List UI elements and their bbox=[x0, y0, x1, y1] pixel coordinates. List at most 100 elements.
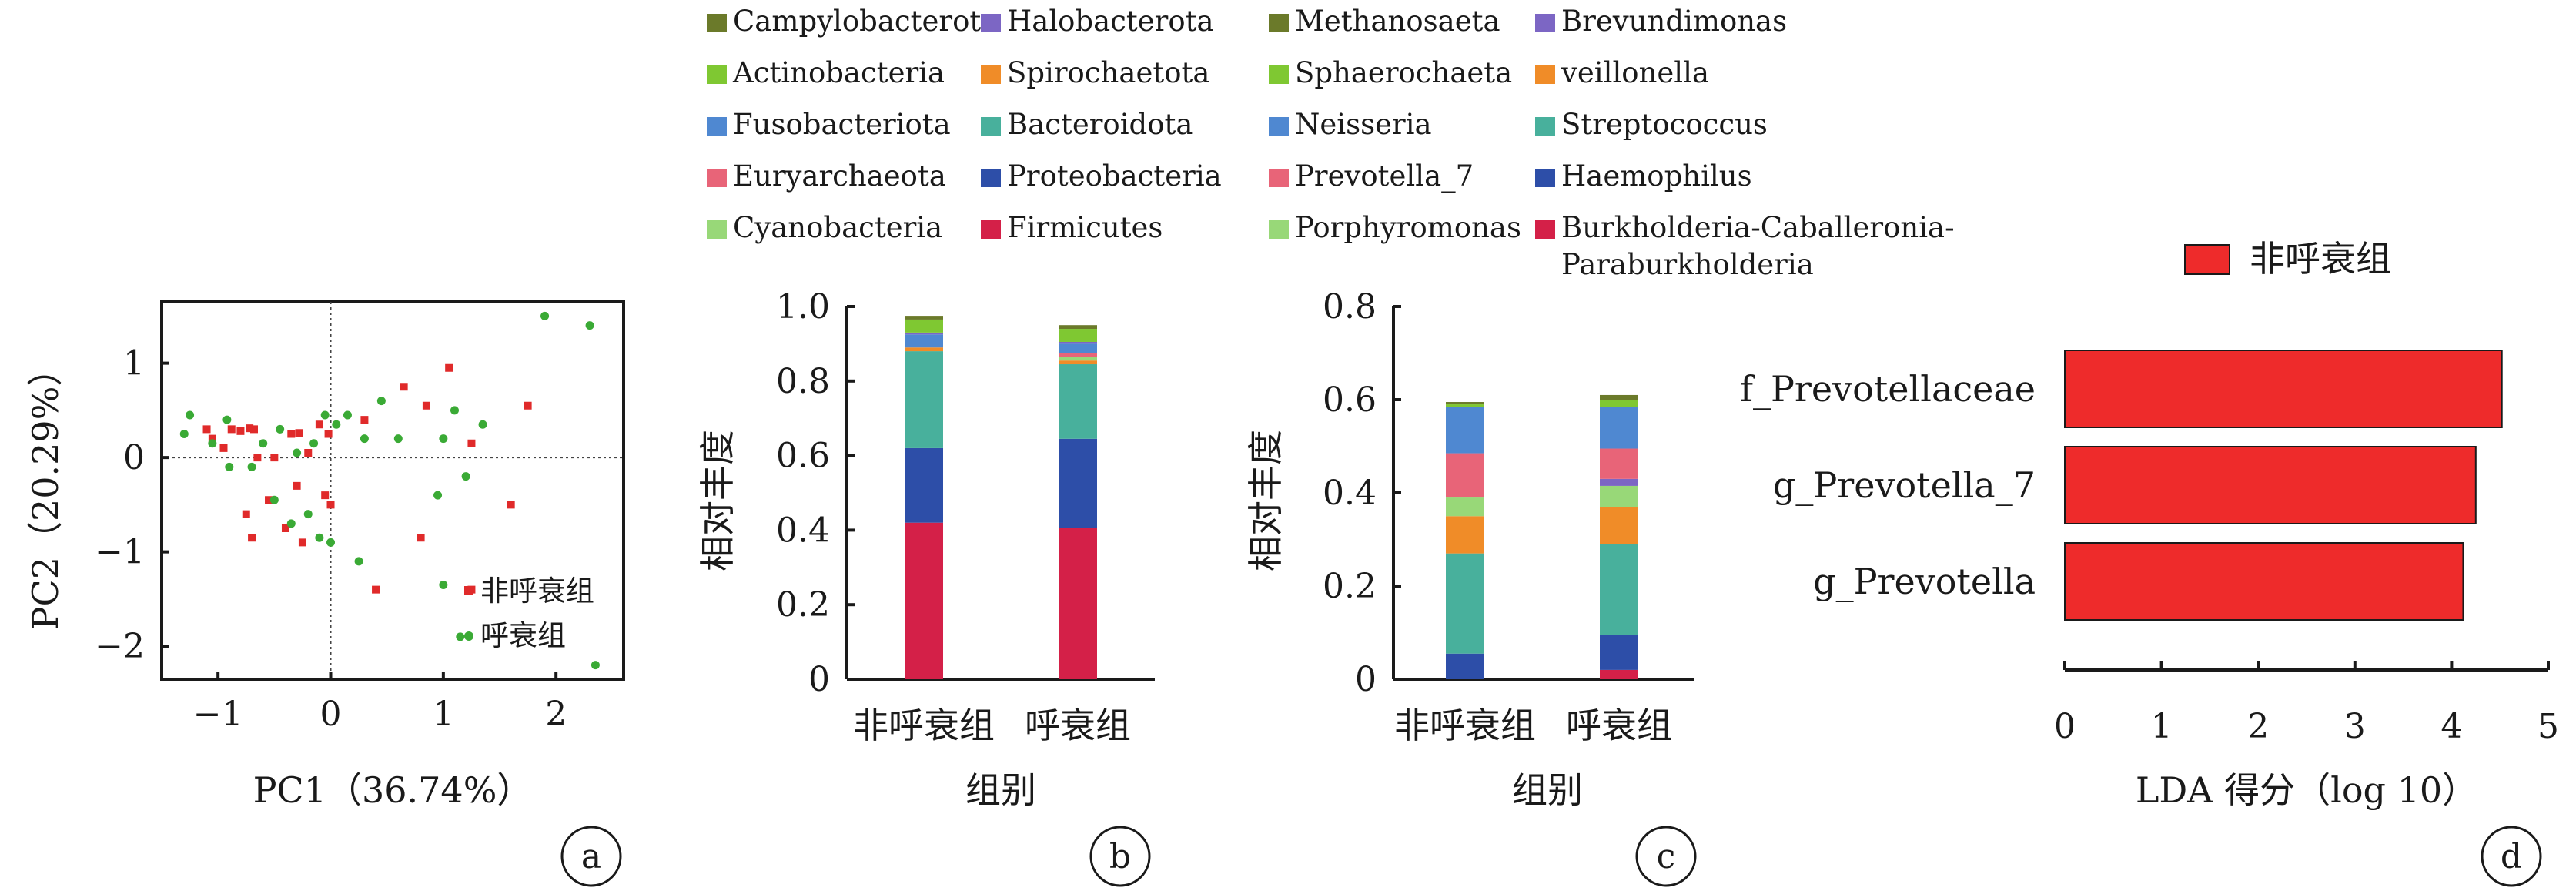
panel-c-y-ticks: 0 0.2 0.4 0.6 0.8 bbox=[1323, 287, 1401, 699]
panel-a-x-tick-label: 2 bbox=[545, 695, 567, 734]
panel-a-point-non-rf bbox=[287, 430, 296, 438]
panel-a-point-rf bbox=[269, 495, 279, 504]
panel-c-bar-segment bbox=[1600, 478, 1638, 486]
panel-c-bar-segment bbox=[1600, 400, 1638, 407]
panel-b-bars bbox=[905, 316, 1097, 679]
panel-c-stacked-bar: Methanosaeta Brevundimonas Sphaerochaeta ve… bbox=[1245, 5, 1955, 887]
panel-b-legend-label: Spirochaetota bbox=[1007, 56, 1209, 89]
panel-d-legend-label: 非呼衰组 bbox=[2250, 238, 2391, 280]
panel-a-point-non-rf bbox=[326, 501, 335, 509]
panel-d-category-label: g_Prevotella bbox=[1813, 561, 2036, 602]
panel-a-point-non-rf bbox=[360, 416, 369, 424]
panel-b-bar-segment bbox=[905, 447, 943, 523]
panel-a-point-rf bbox=[461, 472, 470, 481]
panel-a-point-non-rf bbox=[270, 454, 279, 462]
panel-a-point-rf bbox=[376, 397, 386, 406]
panel-b-y-tick-label: 1.0 bbox=[776, 287, 830, 327]
panel-c-bar-segment bbox=[1446, 402, 1484, 405]
panel-b-legend-label: Proteobacteria bbox=[1007, 159, 1222, 193]
panel-c-bars bbox=[1446, 394, 1638, 679]
panel-d-category-label: f_Prevotellaceae bbox=[1740, 368, 2036, 410]
panel-c-legend: Methanosaeta Brevundimonas Sphaerochaeta ve… bbox=[1269, 5, 1955, 281]
panel-b-bar-segment bbox=[1059, 364, 1097, 439]
panel-a-point-rf bbox=[590, 661, 600, 670]
panel-a-y-tick-label: 0 bbox=[123, 438, 145, 477]
panel-b-y-tick-label: 0.4 bbox=[776, 511, 830, 550]
panel-a-point-rf bbox=[433, 491, 443, 500]
panel-b-bar-segment bbox=[1059, 325, 1097, 330]
panel-a-point-rf bbox=[276, 424, 285, 434]
panel-b-bar-segment bbox=[905, 319, 943, 333]
panel-b-category-label-1: 非呼衰组 bbox=[853, 705, 995, 746]
panel-a-x-tick-label: 1 bbox=[433, 695, 454, 734]
panel-b-stacked-bar: Campylobacterota Halobacterota Actinobacte… bbox=[697, 5, 1222, 887]
panel-b-legend-label: Firmicutes bbox=[1007, 211, 1163, 244]
panel-a-x-axis-title: PC1（36.74%） bbox=[253, 769, 533, 811]
panel-b-y-tick-label: 0.2 bbox=[776, 585, 830, 625]
panel-c-legend-swatch bbox=[1269, 65, 1289, 84]
panel-a-point-rf bbox=[222, 415, 232, 424]
panel-d-bar bbox=[2064, 350, 2503, 428]
panel-a-point-rf bbox=[326, 538, 336, 547]
panel-a-x-tick-label: −1 bbox=[193, 695, 243, 734]
panel-c-bar-segment bbox=[1446, 497, 1484, 517]
panel-a-y-axis-title: PC2（20.29%） bbox=[25, 351, 66, 631]
panel-a-point-rf bbox=[585, 321, 594, 330]
panel-b-legend-swatch bbox=[981, 14, 1001, 32]
panel-a-point-rf bbox=[225, 462, 234, 471]
panel-c-bar-segment bbox=[1600, 448, 1638, 479]
panel-b-legend-swatch bbox=[707, 117, 727, 136]
panel-c-legend-label: Burkholderia-Caballeronia- bbox=[1561, 211, 1955, 244]
panel-c-legend-swatch bbox=[1269, 169, 1289, 187]
panel-b-legend-label: Halobacterota bbox=[1007, 5, 1214, 38]
panel-c-legend-label: Brevundimonas bbox=[1561, 5, 1787, 38]
panel-c-y-tick-label: 0.6 bbox=[1323, 380, 1377, 420]
panel-b-y-ticks: 0 0.2 0.4 0.6 0.8 1.0 bbox=[776, 287, 855, 699]
panel-b-legend-swatch bbox=[707, 65, 727, 84]
panel-b-bar-segment bbox=[1059, 329, 1097, 342]
panel-b-legend-label: Cyanobacteria bbox=[733, 211, 942, 244]
panel-c-y-tick-label: 0 bbox=[1355, 660, 1377, 699]
panel-b-legend: Campylobacterota Halobacterota Actinobacte… bbox=[707, 5, 1222, 244]
panel-d-x-ticks: 0 1 2 3 4 5 bbox=[2054, 661, 2559, 746]
panel-b-bar-segment bbox=[1059, 360, 1097, 365]
panel-b-bar-segment bbox=[1059, 528, 1097, 679]
panel-a-y-ticks: 1 0 −1 −2 bbox=[95, 344, 169, 666]
panel-c-legend-swatch bbox=[1269, 14, 1289, 32]
panel-a-point-non-rf bbox=[445, 363, 453, 372]
panel-c-bar-segment bbox=[1446, 453, 1484, 498]
panel-a-point-rf bbox=[354, 557, 363, 566]
panel-d-category-label: g_Prevotella_7 bbox=[1773, 464, 2036, 506]
panel-c-bar-segment bbox=[1446, 407, 1484, 454]
panel-a-point-non-rf bbox=[246, 424, 254, 433]
panel-b-legend-swatch bbox=[981, 169, 1001, 187]
panel-c-label: c bbox=[1657, 837, 1676, 876]
panel-c-bar-segment bbox=[1600, 544, 1638, 635]
panel-c-legend-label: veillonella bbox=[1561, 56, 1709, 89]
panel-a-point-rf bbox=[343, 410, 352, 420]
panel-a-legend-label-non-rf: 非呼衰组 bbox=[480, 574, 594, 608]
panel-b-bar-segment bbox=[905, 334, 943, 348]
panel-a-point-non-rf bbox=[281, 524, 289, 532]
panel-c-legend-label: Neisseria bbox=[1295, 108, 1432, 141]
panel-a-point-rf bbox=[360, 434, 369, 444]
panel-a-point-non-rf bbox=[202, 425, 211, 434]
panel-c-legend-swatch bbox=[1269, 117, 1289, 136]
panel-a-point-rf bbox=[293, 448, 302, 457]
panel-b-legend-label: Campylobacterota bbox=[733, 5, 998, 38]
panel-a-point-rf bbox=[320, 410, 330, 420]
panel-a-point-rf bbox=[439, 581, 448, 589]
panel-c-category-label-2: 呼衰组 bbox=[1566, 705, 1672, 746]
panel-a-point-rf bbox=[456, 632, 465, 641]
panel-a-legend-swatch-rf bbox=[464, 631, 473, 641]
panel-a-point-rf bbox=[450, 406, 459, 415]
panel-a-point-rf bbox=[259, 439, 268, 448]
panel-a-point-non-rf bbox=[219, 444, 228, 452]
panel-c-legend-swatch bbox=[1535, 220, 1555, 239]
panel-b-legend-label: Bacteroidota bbox=[1007, 108, 1193, 141]
panel-c-bar-segment bbox=[1600, 407, 1638, 449]
panel-a-point-rf bbox=[208, 439, 217, 448]
panel-a-scatter: −1 0 1 2 1 0 −1 −2 非呼衰组 呼衰组 PC1（36.74%） PC2（20… bbox=[25, 300, 625, 887]
panel-c-bar-segment bbox=[1446, 553, 1484, 654]
